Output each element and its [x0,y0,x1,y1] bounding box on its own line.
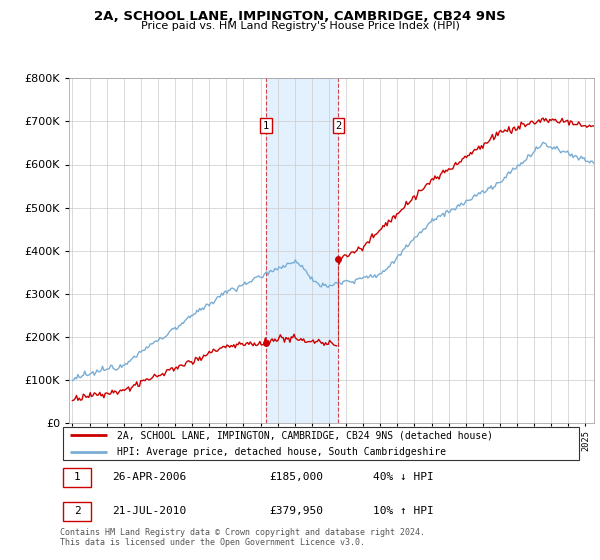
Text: £185,000: £185,000 [269,473,323,482]
Text: 2: 2 [74,506,80,516]
Text: £379,950: £379,950 [269,506,323,516]
FancyBboxPatch shape [62,427,580,460]
Text: 1: 1 [74,473,80,482]
Text: Contains HM Land Registry data © Crown copyright and database right 2024.
This d: Contains HM Land Registry data © Crown c… [60,528,425,547]
Text: 2A, SCHOOL LANE, IMPINGTON, CAMBRIDGE, CB24 9NS (detached house): 2A, SCHOOL LANE, IMPINGTON, CAMBRIDGE, C… [118,431,493,440]
Bar [266,78,338,423]
Text: 21-JUL-2010: 21-JUL-2010 [112,506,187,516]
FancyBboxPatch shape [62,468,91,487]
Text: 1: 1 [263,121,269,130]
Text: 26-APR-2006: 26-APR-2006 [112,473,187,482]
Text: 10% ↑ HPI: 10% ↑ HPI [373,506,434,516]
Text: Price paid vs. HM Land Registry's House Price Index (HPI): Price paid vs. HM Land Registry's House … [140,21,460,31]
Text: HPI: Average price, detached house, South Cambridgeshire: HPI: Average price, detached house, Sout… [118,447,446,457]
FancyBboxPatch shape [62,502,91,521]
Text: 40% ↓ HPI: 40% ↓ HPI [373,473,434,482]
Text: 2: 2 [335,121,341,130]
Text: 2A, SCHOOL LANE, IMPINGTON, CAMBRIDGE, CB24 9NS: 2A, SCHOOL LANE, IMPINGTON, CAMBRIDGE, C… [94,10,506,23]
